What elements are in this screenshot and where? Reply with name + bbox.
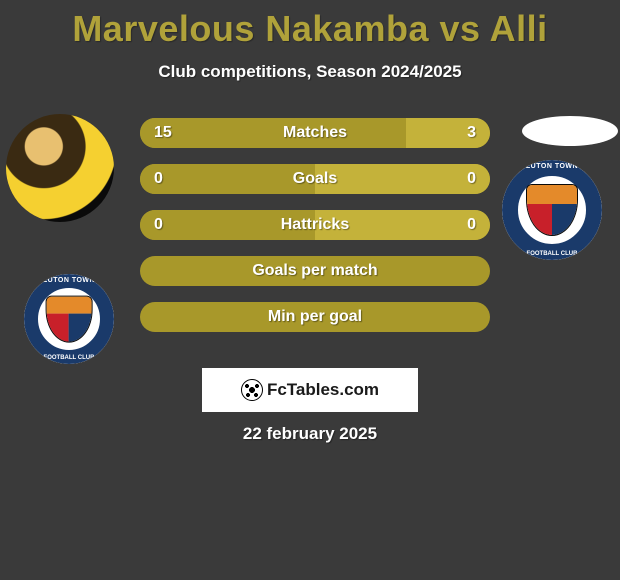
stat-bars: Matches153Goals00Hattricks00Goals per ma… (140, 118, 490, 348)
badge-bottom-text: FOOTBALL CLUB (24, 355, 114, 361)
stat-row: Min per goal (140, 302, 490, 332)
footer-brand-logo: FcTables.com (202, 368, 418, 412)
comparison-title: Marvelous Nakamba vs Alli (0, 0, 620, 50)
stat-label: Goals (140, 170, 490, 188)
stat-row: Goals0 0 (140, 164, 490, 194)
stat-label: Matches (140, 124, 490, 142)
stat-value-left: 0 (154, 216, 163, 234)
soccer-ball-icon (241, 379, 263, 401)
stat-label: Min per goal (140, 308, 490, 326)
stat-label: Hattricks (140, 216, 490, 234)
stat-row: Goals per match (140, 256, 490, 286)
stat-row: Hattricks0 0 (140, 210, 490, 240)
stat-row: Matches15 3 (140, 118, 490, 148)
comparison-date: 22 february 2025 (0, 424, 620, 444)
player-left-avatar (6, 114, 114, 222)
club-badge-left: LUTON TOWN FOOTBALL CLUB (24, 274, 114, 364)
stat-value-right: 3 (467, 124, 476, 142)
stat-value-right: 0 (467, 170, 476, 188)
stat-label: Goals per match (140, 262, 490, 280)
comparison-subtitle: Club competitions, Season 2024/2025 (0, 62, 620, 82)
badge-bottom-text: FOOTBALL CLUB (502, 251, 602, 257)
stat-value-left: 0 (154, 170, 163, 188)
player-right-placeholder (522, 116, 618, 146)
club-badge-right: LUTON TOWN FOOTBALL CLUB (502, 160, 602, 260)
badge-top-text: LUTON TOWN (502, 163, 602, 170)
stat-value-right: 0 (467, 216, 476, 234)
badge-shield (526, 184, 578, 236)
badge-shield (46, 296, 93, 343)
badge-top-text: LUTON TOWN (24, 277, 114, 284)
stat-value-left: 15 (154, 124, 172, 142)
footer-brand-text: FcTables.com (267, 380, 379, 400)
